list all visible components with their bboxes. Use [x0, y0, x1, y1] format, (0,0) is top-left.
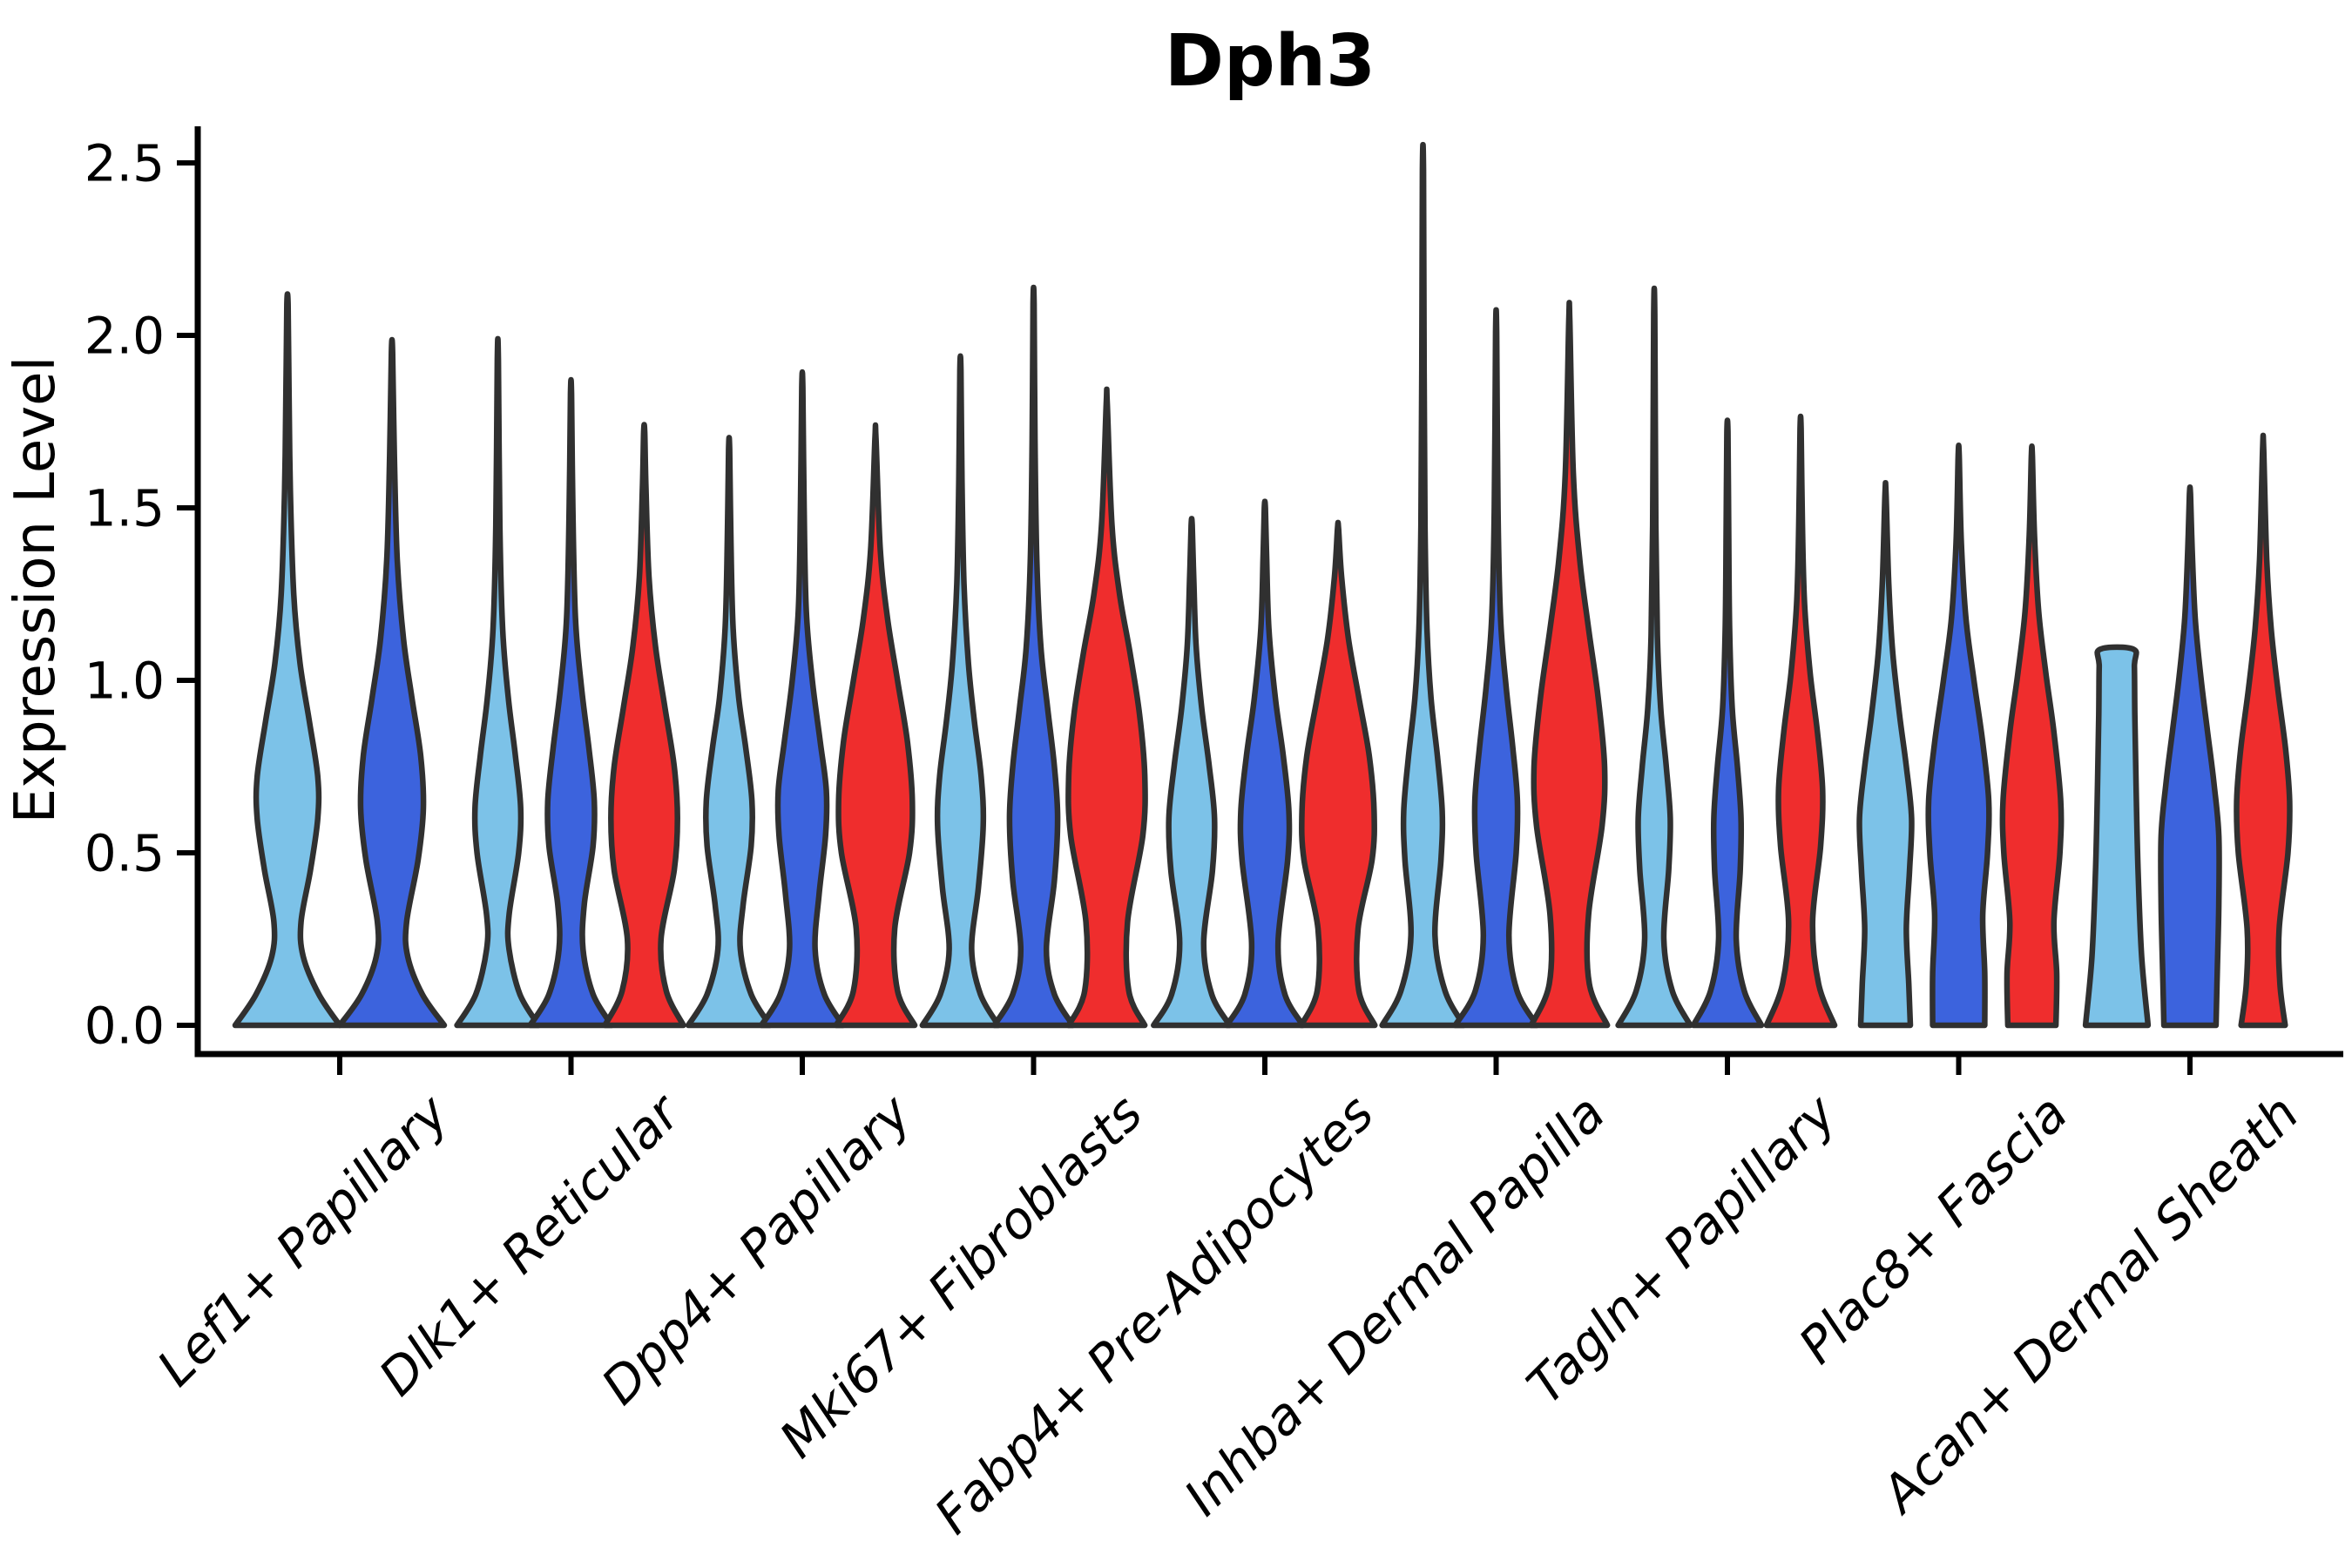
violin-fabp4-dark_blue: [1224, 498, 1306, 1029]
y-tick-label: 2.0: [84, 306, 165, 365]
violin-dlk1-red: [602, 422, 686, 1029]
violin-dlk1-dark_blue: [527, 376, 615, 1029]
violin-mki67-red: [1065, 386, 1148, 1029]
y-tick-label: 1.0: [84, 651, 165, 710]
x-tick-label: Inhba+ Dermal Papilla: [1173, 1084, 1616, 1527]
violin-tagln-light_blue: [1615, 286, 1693, 1029]
plot-title: Dph3: [1165, 20, 1375, 103]
violin-plac8-dark_blue: [1925, 442, 1992, 1029]
violin-plac8-light_blue: [1856, 480, 1915, 1029]
axes: [194, 126, 2343, 1058]
violin-inhba-red: [1528, 300, 1611, 1029]
violin-mki67-dark_blue: [991, 284, 1076, 1029]
violin-mki67-light_blue: [919, 353, 1002, 1029]
y-tick-label: 1.5: [84, 478, 165, 537]
x-tick-label: Fabp4+ Pre-Adipocytes: [923, 1084, 1385, 1545]
violin-lef1-light_blue: [232, 291, 343, 1029]
y-tick-label: 0.5: [84, 823, 165, 882]
violin-acan-light_blue: [2082, 644, 2152, 1029]
violin-tagln-dark_blue: [1690, 417, 1765, 1029]
violin-plac8-red: [1999, 443, 2065, 1029]
violin-dpp4-dark_blue: [758, 368, 847, 1029]
violin-fabp4-light_blue: [1151, 516, 1233, 1029]
violin-fabp4-red: [1298, 519, 1378, 1029]
violin-acan-red: [2234, 432, 2293, 1029]
violin-inhba-light_blue: [1379, 142, 1467, 1029]
violin-acan-dark_blue: [2158, 484, 2222, 1029]
x-tick-label: Acan+ Dermal Sheath: [1868, 1084, 2310, 1526]
violins-layer: [232, 142, 2293, 1029]
violin-inhba-dark_blue: [1452, 307, 1540, 1029]
axes-spines: [194, 126, 2343, 1058]
y-tick-labels: 0.0 0.5 1.0 1.5 2.0 2.5: [84, 133, 198, 1055]
y-tick-label: 2.5: [84, 133, 165, 193]
y-tick-label: 0.0: [84, 996, 165, 1055]
violin-dpp4-red: [833, 422, 918, 1029]
y-axis-label: Expression Level: [3, 356, 68, 824]
violin-tagln-red: [1763, 413, 1838, 1029]
violin-dlk1-light_blue: [454, 335, 542, 1029]
violin-dpp4-light_blue: [685, 435, 774, 1029]
violin-lef1-dark_blue: [336, 336, 448, 1029]
